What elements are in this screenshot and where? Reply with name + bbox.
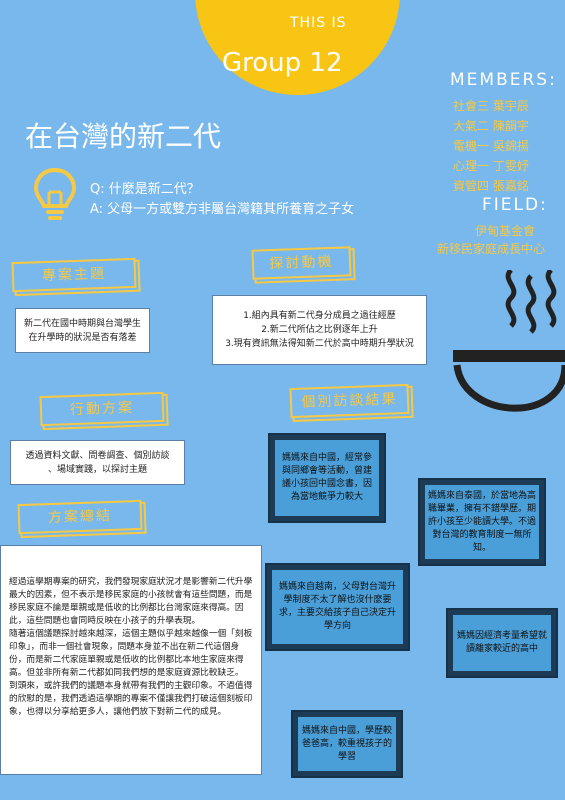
members-label: MEMBERS:: [450, 70, 557, 90]
answer-text: A: 父母一方或雙方非屬台灣籍其所養育之子女: [90, 202, 355, 217]
bowl-icon: [453, 270, 565, 412]
theme-text-line: 在升學時的狀況是否有落差: [28, 332, 137, 343]
plan-label: 行動方案: [39, 391, 165, 427]
plan-box: 透過資料文獻、問卷調查、個別訪談 、場域實踐，以探討主題: [10, 440, 185, 485]
plan-text-line: 、場域實踐，以探討主題: [47, 464, 147, 475]
motive-text-line: 3.現有資訊無法得知新二代於高中時期升學狀況: [225, 339, 414, 349]
group-title: Group 12: [222, 48, 343, 78]
interview-board: 媽媽來自越南，父母對台灣升學制度不太了解也沒什麼要求，主要交給孩子自己決定升學方…: [265, 563, 410, 651]
page-title: 在台灣的新二代: [25, 120, 222, 153]
member-name: 電機一 吳錦揚: [453, 139, 529, 153]
field-label: FIELD:: [482, 195, 548, 215]
motive-text-line: 2.新二代所佔之比例逐年上升: [261, 325, 378, 335]
motive-label: 探討動機: [251, 246, 352, 280]
lightbulb-icon: [33, 167, 77, 220]
interview-board-text: 媽媽來自越南，父母對台灣升學制度不太了解也沒什麼要求，主要交給孩子自己決定升學方…: [272, 570, 403, 644]
theme-label: 專案主題: [11, 257, 137, 293]
member-name: 社會三 葉宇辰: [453, 99, 529, 113]
theme-box: 新二代在國中時期與台灣學生 在升學時的狀況是否有落差: [15, 308, 150, 353]
interview-board: 媽媽來自中國，學歷較爸爸高，較重視孩子的學習: [291, 710, 403, 778]
member-name: 大氣二 陳韻宇: [453, 119, 529, 133]
motive-box: 1.組內具有新二代身分成員之過往經歷 2.新二代所佔之比例逐年上升 3.現有資訊…: [212, 295, 427, 365]
question-text: Q: 什麼是新二代？: [90, 182, 200, 197]
member-name: 資管四 張嘉銘: [453, 179, 529, 193]
interview-board: 媽媽來自中國，經常參與同鄉會等活動，曾建議小孩回中國念書，因為當地競爭力較大: [268, 433, 386, 523]
plan-text-line: 透過資料文獻、問卷調查、個別訪談: [25, 450, 170, 461]
this-is-label: THIS IS: [290, 15, 347, 31]
interview-board-text: 媽媽來自泰國，於當地為高職畢業，擁有不錯學歷。期許小孩至少能讀大學。不過對台灣的…: [425, 485, 539, 559]
interview-board-text: 媽媽來自中國，經常參與同鄉會等活動，曾建議小孩回中國念書，因為當地競爭力較大: [275, 440, 379, 516]
theme-text-line: 新二代在國中時期與台灣學生: [23, 318, 141, 329]
field-line: 伊甸基金會: [475, 224, 536, 238]
interview-board-text: 媽媽因經濟考量希望就讀離家較近的高中: [453, 615, 551, 671]
summary-label: 方案總結: [17, 499, 143, 535]
field-line: 新移民家庭成長中心: [437, 242, 546, 256]
summary-box: 經過這學期專案的研究，我們發現家庭狀況才是影響新二代升學最大的因素，但不表示是移…: [0, 545, 262, 775]
motive-text-line: 1.組內具有新二代身分成員之過往經歷: [243, 311, 396, 321]
interview-label: 個別訪談結果: [289, 383, 410, 419]
interview-board: 媽媽因經濟考量希望就讀離家較近的高中: [446, 608, 558, 678]
member-name: 心理一 丁雯妤: [453, 159, 529, 173]
interview-board-text: 媽媽來自中國，學歷較爸爸高，較重視孩子的學習: [298, 717, 396, 771]
interview-board: 媽媽來自泰國，於當地為高職畢業，擁有不錯學歷。期許小孩至少能讀大學。不過對台灣的…: [418, 478, 546, 566]
